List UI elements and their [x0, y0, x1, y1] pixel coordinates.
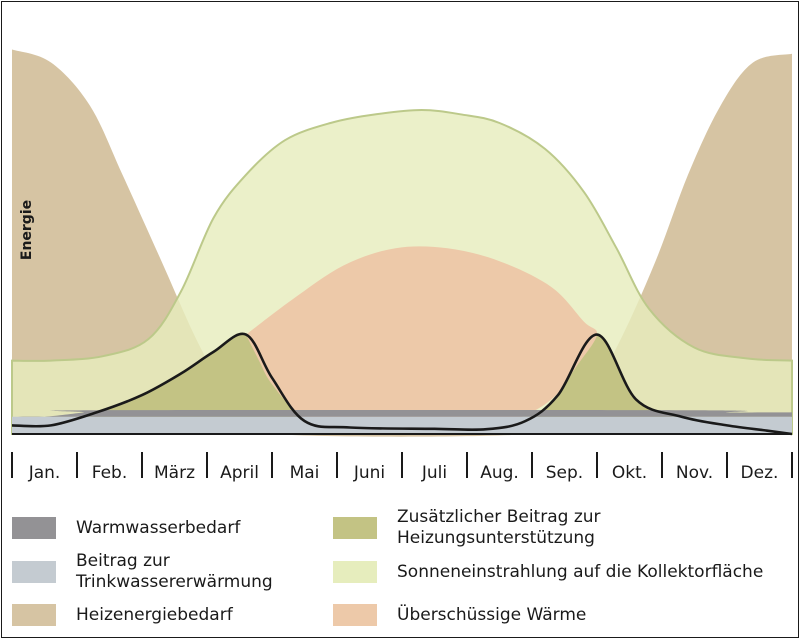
- series-areas: [11, 49, 793, 437]
- x-tick-label: Aug.: [480, 463, 519, 483]
- x-tick-label: Jan.: [28, 463, 61, 483]
- x-tick-label: Juli: [421, 463, 447, 483]
- legend-item-heizenergiebedarf: Heizenergiebedarf: [12, 595, 233, 635]
- x-tick-label: Mai: [290, 463, 320, 483]
- legend-label: Sonneneinstrahlung auf die Kollektorfläc…: [397, 561, 764, 582]
- x-tick-label: April: [220, 463, 259, 483]
- total-heat-curve-line: [11, 332, 793, 436]
- legend-swatch: [12, 561, 56, 583]
- legend-label: Heizenergiebedarf: [76, 604, 233, 625]
- x-tick-label: März: [154, 463, 195, 483]
- legend-swatch: [12, 517, 56, 539]
- legend-item-heizungsunterstuetzung: Zusätzlicher Beitrag zur Heizungsunterst…: [333, 507, 798, 548]
- series-area-warmwasserbedarf: [12, 409, 792, 418]
- legend-item-warmwasserbedarf: Warmwasserbedarf: [12, 508, 240, 548]
- legend-label: Beitrag zur Trinkwassererwärmung: [76, 551, 273, 592]
- legend-swatch: [12, 604, 56, 626]
- legend-swatch: [333, 604, 377, 626]
- x-tick-label: Feb.: [92, 463, 128, 483]
- x-axis: Jan. Feb. März April Mai Juni Juli Aug. Sep. Okt.…: [11, 433, 793, 483]
- legend-label: Warmwasserbedarf: [76, 517, 241, 538]
- x-tick-label: Okt.: [612, 463, 647, 483]
- legend-item-ueberschuessige-waerme: Überschüssige Wärme: [333, 595, 586, 635]
- legend-label: Überschüssige Wärme: [397, 604, 587, 625]
- series-area-beitrag-zur-trinkwassererw-rmung: [12, 416, 792, 434]
- x-tick-label: Sep.: [546, 463, 583, 483]
- series-area-bersch-ssige-w-rme: [246, 246, 598, 431]
- heat-curve-layer: [11, 332, 793, 436]
- x-tick-label: Nov.: [676, 463, 713, 483]
- legend: Warmwasserbedarf Zusätzlicher Beitrag zu…: [2, 502, 798, 636]
- x-tick-label: Dez.: [741, 463, 779, 483]
- x-tick-label: Juni: [353, 463, 385, 483]
- legend-label: Zusätzlicher Beitrag zur Heizungsunterst…: [397, 507, 601, 548]
- legend-item-trinkwassererwaermung: Beitrag zur Trinkwassererwärmung: [12, 551, 273, 592]
- legend-item-sonneneinstrahlung: Sonneneinstrahlung auf die Kollektorfläc…: [333, 552, 763, 592]
- legend-swatch: [333, 517, 377, 539]
- y-axis-label: Energie: [19, 200, 35, 260]
- legend-swatch: [333, 561, 377, 583]
- chart-plot: Jan. Feb. März April Mai Juni Juli Aug. Sep. Okt.…: [11, 49, 793, 483]
- series-area-zus-tzlicher-beitrag-zur-heizungsunterst-tzung: [12, 333, 792, 434]
